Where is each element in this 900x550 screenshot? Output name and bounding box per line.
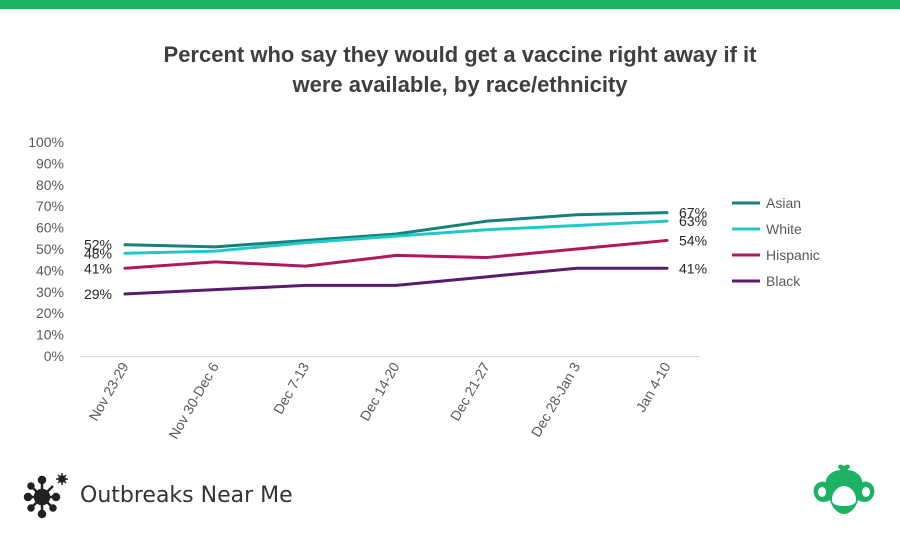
series-line-black	[123, 266, 669, 296]
chart-title-line-2: were available, by race/ethnicity	[292, 72, 628, 97]
y-tick-label: 100%	[28, 134, 64, 150]
legend-label: Black	[766, 273, 801, 289]
series-line-hispanic	[123, 238, 669, 270]
chart-title-line-1: Percent who say they would get a vaccine…	[163, 42, 757, 67]
y-tick-label: 20%	[36, 305, 64, 321]
brand-footer: Outbreaks Near Me	[20, 470, 293, 520]
data-label-start: 48%	[84, 245, 112, 261]
data-label-start: 41%	[84, 260, 112, 276]
y-tick-label: 40%	[36, 262, 64, 278]
data-label-start: 52%	[84, 237, 112, 253]
y-tick-label: 10%	[36, 327, 64, 343]
y-tick-label: 80%	[36, 177, 64, 193]
x-tick-label: Nov 23-29	[85, 359, 131, 423]
series-line-asian	[123, 211, 669, 249]
legend-label: Hispanic	[766, 247, 820, 263]
surveymonkey-logo-icon	[813, 464, 875, 514]
y-tick-label: 90%	[36, 155, 64, 171]
y-tick-label: 50%	[36, 241, 64, 257]
y-tick-label: 0%	[44, 348, 64, 364]
molecule-icon	[23, 473, 68, 519]
legend-label: Asian	[766, 195, 801, 211]
data-label-end: 41%	[679, 260, 707, 276]
x-tick-label: Nov 30-Dec 6	[165, 359, 222, 441]
brand-name: Outbreaks Near Me	[80, 482, 293, 508]
x-tick-label: Jan 4-10	[632, 359, 673, 414]
y-tick-label: 60%	[36, 220, 64, 236]
data-label-end: 63%	[679, 213, 707, 229]
y-tick-label: 70%	[36, 198, 64, 214]
x-tick-label: Dec 28-Jan 3	[528, 359, 584, 439]
top-accent-bar	[0, 0, 900, 9]
chart-title: Percent who say they would get a vaccine…	[60, 40, 860, 100]
series-line-white	[123, 219, 669, 255]
x-tick-label: Dec 7-13	[270, 359, 312, 416]
legend-label: White	[766, 221, 802, 237]
y-tick-label: 30%	[36, 284, 64, 300]
x-tick-label: Dec 14-20	[356, 359, 402, 423]
x-tick-label: Dec 21-27	[447, 359, 493, 423]
data-label-start: 29%	[84, 286, 112, 302]
data-label-end: 54%	[679, 232, 707, 248]
data-label-end: 67%	[679, 205, 707, 221]
